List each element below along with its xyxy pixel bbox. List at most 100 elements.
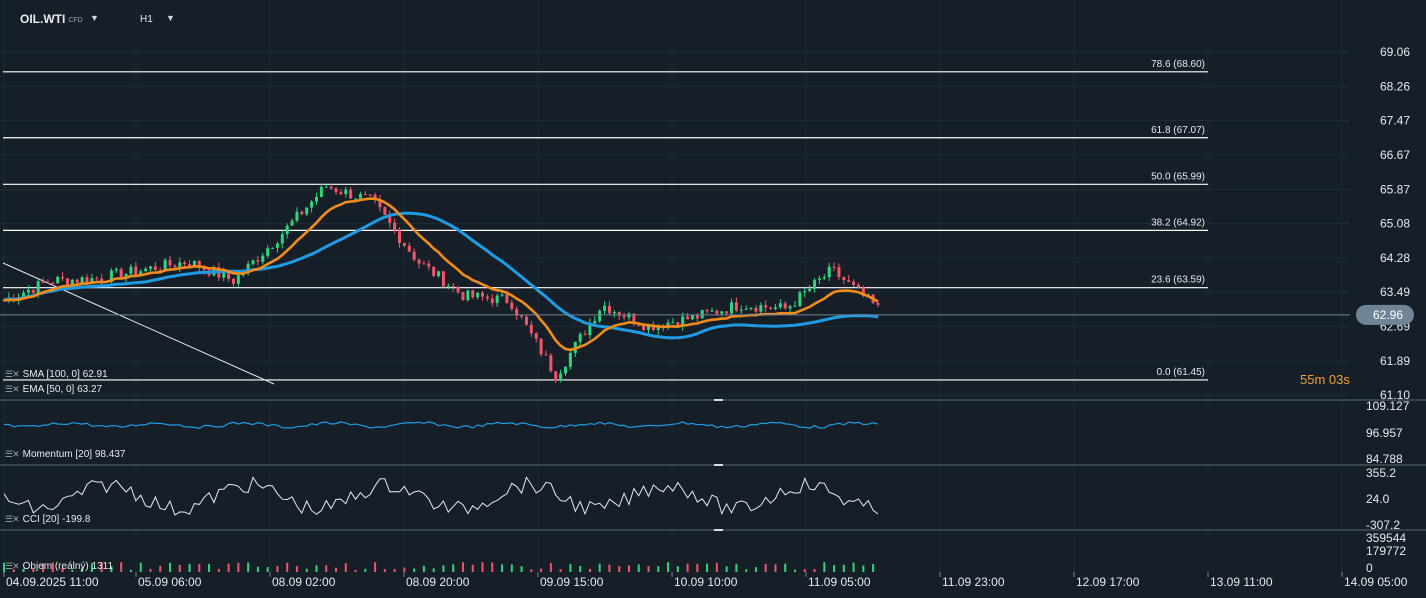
time-tick-label: 08.09 20:00 (406, 575, 470, 589)
candle-body (227, 271, 231, 279)
momentum-legend[interactable]: ☰✕ Momentum [20] 98.437 (5, 449, 125, 460)
cci-label: CCI [20] -199.8 (22, 514, 91, 525)
volume-legend[interactable]: ☰✕ Objem (reálný) 1311 (5, 561, 113, 572)
volume-bar (286, 562, 289, 572)
volume-bar (706, 563, 709, 572)
volume-bar (471, 564, 474, 572)
volume-bar (784, 563, 787, 572)
candle-body (490, 298, 494, 304)
candle-body (671, 322, 675, 324)
candle-body (852, 281, 856, 285)
sma-legend[interactable]: ☰✕ SMA [100, 0] 62.91 (5, 369, 108, 380)
fib-level-label: 61.8 (67.07) (1151, 125, 1205, 136)
time-tick-label: 08.09 02:00 (272, 575, 336, 589)
symbol-selector[interactable]: OIL.WTI CFD (20, 12, 83, 26)
candle-body (85, 277, 89, 284)
volume-bar (696, 563, 699, 572)
settings-close-icon[interactable]: ☰✕ (5, 561, 20, 571)
candle-body (373, 194, 377, 200)
volume-bar (745, 569, 748, 572)
settings-close-icon[interactable]: ☰✕ (5, 449, 20, 459)
volume-bar (588, 568, 591, 572)
candle-body (739, 309, 743, 311)
candle-body (158, 270, 162, 272)
volume-bar (51, 562, 54, 572)
candle-body (339, 192, 343, 195)
candle-body (471, 290, 475, 298)
candle-body (827, 266, 831, 278)
volume-bar (442, 565, 445, 572)
symbol-name: OIL.WTI (20, 12, 66, 26)
candle-body (627, 313, 631, 318)
price-tick-label: 65.87 (1380, 182, 1410, 196)
candle-body (695, 314, 699, 319)
time-tick-label: 04.09.2025 11:00 (6, 575, 99, 589)
candle-body (383, 207, 387, 215)
candle-body (607, 305, 611, 314)
candle-body (266, 248, 270, 256)
volume-bar (422, 565, 425, 572)
candle-body (334, 188, 338, 193)
symbol-chevron-down-icon[interactable]: ▼ (90, 13, 99, 23)
volume-bar (81, 567, 84, 572)
candle-body (295, 211, 299, 221)
fib-level-label: 38.2 (64.92) (1151, 217, 1205, 228)
moving-averages (0, 197, 1350, 352)
candle-body (686, 316, 690, 320)
volume-bar (608, 564, 611, 572)
volume-bar (227, 563, 230, 572)
price-tick-label: 61.10 (1380, 388, 1410, 402)
cci-legend[interactable]: ☰✕ CCI [20] -199.8 (5, 514, 90, 525)
candle-body (861, 287, 865, 296)
volume-bar (579, 566, 582, 572)
candle-body (622, 315, 626, 318)
ema-legend[interactable]: ☰✕ EMA [50, 0] 63.27 (5, 384, 102, 395)
price-tick-label: 66.67 (1380, 148, 1410, 162)
candle-body (422, 263, 426, 265)
candle-body (583, 334, 587, 336)
candle-body (754, 307, 758, 312)
candle-body (803, 291, 807, 293)
candle-body (202, 267, 206, 271)
candle-body (798, 292, 802, 306)
time-tick-label: 11.09 23:00 (942, 575, 1005, 589)
volume-bar (793, 569, 796, 572)
volume-bar (452, 564, 455, 572)
candle-body (300, 211, 304, 215)
candle-body (568, 352, 572, 367)
timeframe-chevron-down-icon[interactable]: ▼ (166, 13, 175, 23)
volume-bar (305, 568, 308, 572)
settings-close-icon[interactable]: ☰✕ (5, 384, 20, 394)
volume-bar (823, 562, 826, 572)
ema-label: EMA [50, 0] 63.27 (22, 384, 103, 395)
candle-body (41, 281, 45, 283)
candle-body (700, 309, 704, 319)
candle-body (744, 308, 748, 310)
candle-body (246, 263, 250, 273)
indicator-panels (0, 399, 1426, 572)
candle-body (319, 186, 323, 197)
candle-body (813, 279, 817, 289)
candle-body (285, 225, 289, 235)
volume-bar (803, 569, 806, 572)
volume-bar (461, 562, 464, 572)
candle-body (329, 186, 333, 189)
candle-body (588, 323, 592, 336)
settings-close-icon[interactable]: ☰✕ (5, 514, 20, 524)
fib-level-label: 50.0 (65.99) (1151, 171, 1205, 182)
current-price-label: 62.96 (1373, 308, 1403, 322)
candle-body (402, 242, 406, 246)
candle-body (564, 366, 568, 374)
candle-body (808, 288, 812, 292)
volume-bar (315, 565, 318, 572)
candle-body (119, 269, 123, 279)
momentum-tick-label: 96.957 (1366, 426, 1403, 440)
fib-level-label: 23.6 (63.59) (1151, 275, 1205, 286)
candle-body (876, 303, 880, 305)
timeframe-selector[interactable]: H1 (140, 14, 153, 25)
settings-close-icon[interactable]: ☰✕ (5, 369, 20, 379)
candle-body (544, 354, 548, 356)
candle-body (856, 284, 860, 288)
